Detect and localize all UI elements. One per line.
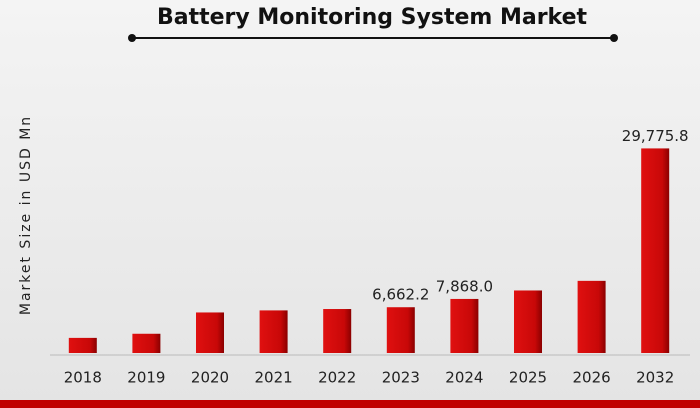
x-tick-label: 2023 [382,369,420,387]
bar [386,307,415,353]
x-tick-label: 2026 [573,369,611,387]
x-tick-label: 2021 [255,369,293,387]
chart-title: Battery Monitoring System Market [157,5,588,30]
bar [514,290,542,353]
value-label: 7,868.0 [436,277,493,295]
y-axis-label: Market Size in USD Mn [18,115,34,315]
underline-dot [610,34,618,42]
bar [577,280,606,353]
bar [259,310,288,353]
x-tick-label: 2018 [64,369,102,387]
value-label: 6,662.2 [372,286,429,304]
bar [132,333,161,353]
bar [450,298,479,353]
x-tick-label: 2020 [191,369,229,387]
bar [68,337,97,353]
value-label: 29,775.8 [622,127,689,145]
bar [641,148,670,353]
bar [323,309,352,353]
x-tick-label: 2032 [636,369,674,387]
x-tick-label: 2022 [318,369,356,387]
x-tick-label: 2024 [445,369,483,387]
x-tick-label: 2019 [127,369,165,387]
underline-dot [128,34,136,42]
x-tick-label: 2025 [509,369,547,387]
bottom-strip [0,400,700,408]
bar [196,312,224,353]
